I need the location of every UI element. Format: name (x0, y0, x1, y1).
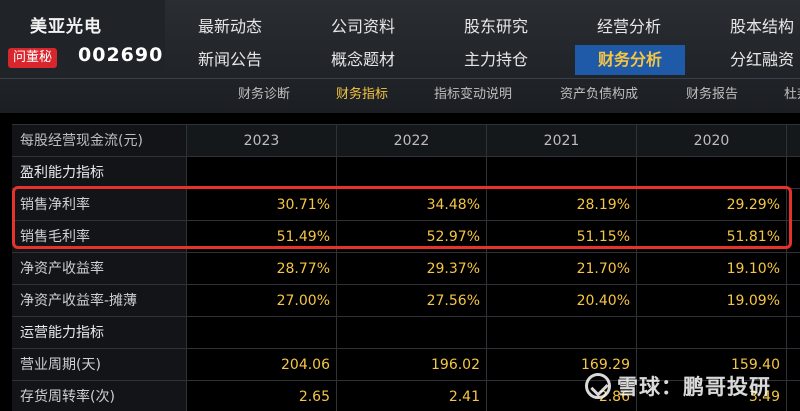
row-label: 销售净利率 (12, 189, 186, 221)
nav-company-info[interactable]: 公司资料 (330, 17, 395, 36)
table-row[interactable]: 净资产收益率-摊薄 27.00% 27.56% 20.40% 19.09% (12, 284, 800, 317)
value-cell (786, 253, 800, 285)
nav-concepts[interactable]: 概念题材 (330, 50, 395, 69)
value-cell: 29.37% (336, 253, 486, 285)
company-panel: 美亚光电 问董秘 002690 (0, 0, 165, 80)
nav-holdings[interactable]: 主力持仓 (463, 50, 528, 69)
value-cell: 51.15% (486, 221, 636, 253)
table-row[interactable]: 存货周转率(次) 2.65 2.41 2.86 3.49 (12, 380, 800, 411)
value-cell: 28.19% (486, 189, 636, 221)
value-cell: 28.77% (186, 253, 336, 285)
header-label: 每股经营现金流(元) (12, 125, 186, 157)
value-cell: 204.06 (186, 349, 336, 381)
table-header-row: 每股经营现金流(元) 2023 2022 2021 2020 (12, 124, 800, 157)
subnav-change-notes[interactable]: 指标变动说明 (434, 87, 513, 102)
value-cell: 27.00% (186, 285, 336, 317)
header: 美亚光电 问董秘 002690 最新动态 公司资料 股东研究 经营分析 股本结构… (0, 0, 800, 113)
value-cell: 30.71% (186, 189, 336, 221)
row-label: 盈利能力指标 (12, 157, 186, 189)
nav-latest[interactable]: 最新动态 (197, 17, 262, 36)
value-cell (786, 221, 800, 253)
value-cell: 21.70% (486, 253, 636, 285)
value-cell: 34.48% (336, 189, 486, 221)
value-cell (636, 317, 786, 349)
value-cell (336, 157, 486, 189)
value-cell (186, 157, 336, 189)
table-row[interactable]: 运营能力指标 (12, 316, 800, 349)
value-cell: 52.97% (336, 221, 486, 253)
value-cell (786, 189, 800, 221)
value-cell (486, 157, 636, 189)
value-cell (186, 317, 336, 349)
value-cell (636, 157, 786, 189)
value-cell: 2.65 (186, 381, 336, 411)
value-cell: 196.02 (336, 349, 486, 381)
value-cell (336, 317, 486, 349)
subnav-diagnosis[interactable]: 财务诊断 (238, 87, 291, 102)
year-col-1[interactable]: 2023 (186, 125, 336, 157)
subnav-dupont[interactable]: 杜邦 (784, 87, 800, 102)
value-cell: 51.81% (636, 221, 786, 253)
year-col-2[interactable]: 2022 (336, 125, 486, 157)
table-row[interactable]: 销售毛利率 51.49% 52.97% 51.15% 51.81% (12, 220, 800, 253)
row-label: 净资产收益率 (12, 253, 186, 285)
row-label: 净资产收益率-摊薄 (12, 285, 186, 317)
financial-table: 每股经营现金流(元) 2023 2022 2021 2020 盈利能力指标 销售净… (0, 113, 800, 411)
row-label: 存货周转率(次) (12, 381, 186, 411)
value-cell: 27.56% (336, 285, 486, 317)
year-col-4[interactable]: 2020 (636, 125, 786, 157)
sub-nav: 财务诊断 财务指标 指标变动说明 资产负债构成 财务报告 杜邦 (0, 80, 800, 110)
value-cell: 159.40 (636, 349, 786, 381)
nav-news[interactable]: 新闻公告 (197, 50, 262, 69)
ask-secretary-button[interactable]: 问董秘 (8, 48, 58, 68)
value-cell: 169.29 (486, 349, 636, 381)
watermark-text: 雪球：鹏哥投研 (617, 375, 771, 399)
value-cell: 3.49 (636, 381, 786, 411)
value-cell: 51.49% (186, 221, 336, 253)
subnav-indicators[interactable]: 财务指标 (336, 87, 389, 102)
value-cell: 2.41 (336, 381, 486, 411)
year-col-3[interactable]: 2021 (486, 125, 636, 157)
table-row[interactable]: 盈利能力指标 (12, 156, 800, 189)
table-row[interactable]: 营业周期(天) 204.06 196.02 169.29 159.40 (12, 348, 800, 381)
value-cell: 19.09% (636, 285, 786, 317)
value-cell: 20.40% (486, 285, 636, 317)
main-nav: 最新动态 公司资料 股东研究 经营分析 股本结构 新闻公告 概念题材 主力持仓 … (165, 0, 800, 80)
subnav-reports[interactable]: 财务报告 (686, 87, 739, 102)
watermark: 雪球：鹏哥投研 (585, 366, 771, 406)
value-cell (786, 317, 800, 349)
table-row[interactable]: 净资产收益率 28.77% 29.37% 21.70% 19.10% (12, 252, 800, 285)
value-cell (786, 157, 800, 189)
subnav-balance[interactable]: 资产负债构成 (560, 87, 639, 102)
highlight-box (12, 186, 792, 249)
row-label: 运营能力指标 (12, 317, 186, 349)
snowball-logo-icon (585, 373, 611, 399)
stock-code: 002690 (78, 44, 164, 66)
value-cell: 29.29% (636, 189, 786, 221)
value-cell: 19.10% (636, 253, 786, 285)
value-cell (786, 285, 800, 317)
value-cell (786, 349, 800, 381)
nav-dividends[interactable]: 分红融资 (729, 50, 794, 69)
year-col-5[interactable] (786, 125, 800, 157)
nav-financial-analysis[interactable]: 财务分析 (575, 45, 685, 75)
nav-operations[interactable]: 经营分析 (596, 17, 661, 36)
company-name: 美亚光电 (30, 17, 102, 37)
value-cell (486, 317, 636, 349)
value-cell (786, 381, 800, 411)
nav-shareholder[interactable]: 股东研究 (463, 17, 528, 36)
row-label: 营业周期(天) (12, 349, 186, 381)
nav-capital-structure[interactable]: 股本结构 (729, 17, 794, 36)
subnav-divider (0, 78, 800, 79)
